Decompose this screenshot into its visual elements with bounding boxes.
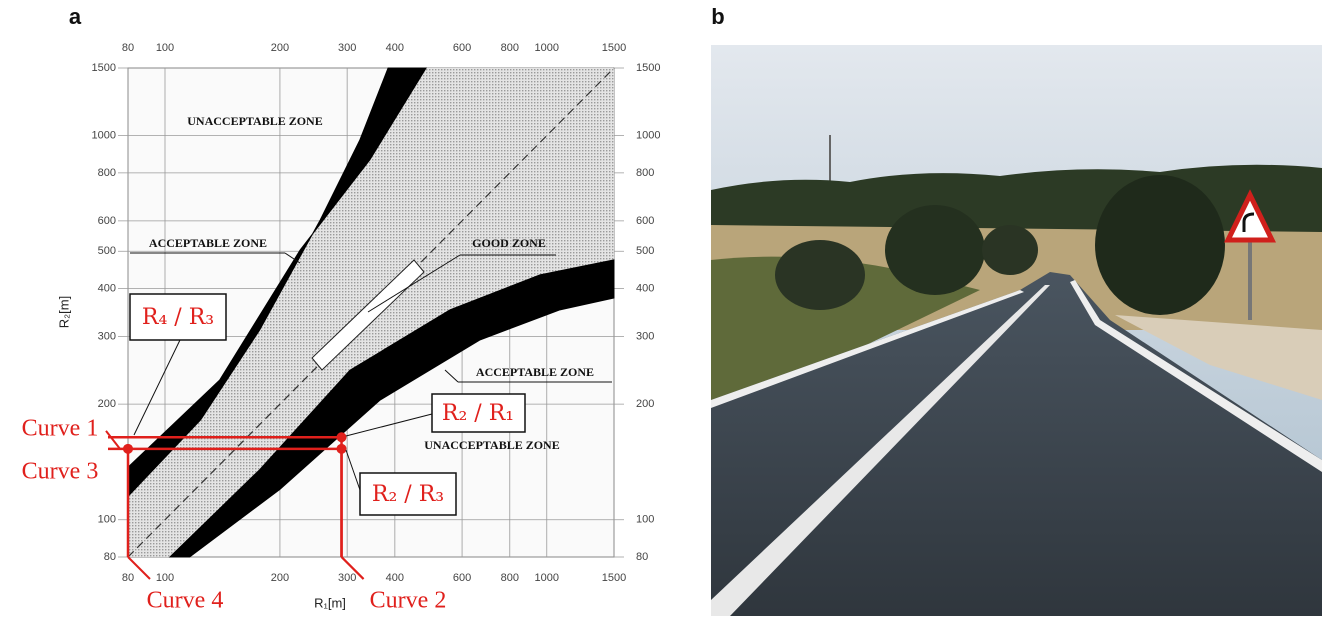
- y-tick-label: 300: [98, 330, 116, 342]
- curve-label: Curve 2: [370, 588, 447, 614]
- curve-label: Curve 3: [22, 459, 99, 485]
- tree: [885, 205, 985, 295]
- y-tick-label: 80: [104, 551, 116, 563]
- y-tick-label: 100: [98, 514, 116, 526]
- x-tick-label: 800: [501, 42, 519, 54]
- ratio-label: R₂ / R₁: [442, 401, 514, 426]
- y-tick-label: 100: [636, 514, 654, 526]
- x-tick-label: 300: [338, 42, 356, 54]
- zone-label: ACCEPTABLE ZONE: [476, 365, 594, 379]
- x-tick-label: 1500: [602, 572, 626, 584]
- x-tick-label: 800: [501, 572, 519, 584]
- x-axis-label: R₁[m]: [314, 595, 346, 610]
- x-tick-label: 200: [271, 572, 289, 584]
- x-tick-label: 100: [156, 42, 174, 54]
- curve-label: Curve 4: [147, 588, 224, 614]
- panel-label: a: [69, 4, 82, 29]
- x-tick-label: 1000: [535, 572, 559, 584]
- road-photo: b: [711, 4, 1322, 616]
- tree: [982, 225, 1038, 275]
- curve-point: [337, 444, 347, 454]
- y-tick-label: 800: [636, 167, 654, 179]
- curve-label: Curve 1: [22, 416, 99, 442]
- y-tick-label: 500: [636, 245, 654, 257]
- x-tick-label: 600: [453, 42, 471, 54]
- guide-line: [106, 431, 120, 449]
- zone-label: ACCEPTABLE ZONE: [149, 236, 267, 250]
- y-tick-label: 800: [98, 167, 116, 179]
- tree: [775, 240, 865, 310]
- y-tick-label: 1000: [92, 130, 116, 142]
- y-tick-label: 200: [636, 398, 654, 410]
- x-tick-label: 600: [453, 572, 471, 584]
- y-tick-label: 600: [98, 215, 116, 227]
- x-tick-label: 300: [338, 572, 356, 584]
- curve-point: [337, 432, 347, 442]
- y-tick-label: 80: [636, 551, 648, 563]
- x-tick-label: 100: [156, 572, 174, 584]
- zone-label: UNACCEPTABLE ZONE: [424, 438, 559, 452]
- curve-point: [123, 444, 133, 454]
- y-axis-label: R₂[m]: [56, 296, 71, 329]
- y-tick-label: 500: [98, 245, 116, 257]
- tree: [1095, 175, 1225, 315]
- chart-panel: a 80 80 100 100 200 200 300 300 400 400 600 600 800 8…: [22, 4, 661, 614]
- x-tick-label: 1000: [535, 42, 559, 54]
- ratio-label: R₄ / R₃: [142, 305, 214, 330]
- figure: a 80 80 100 100 200 200 300 300 400 400 600 600 800 8…: [0, 0, 1322, 616]
- y-tick-label: 1000: [636, 130, 660, 142]
- y-tick-label: 600: [636, 215, 654, 227]
- page: { "panel_a_label": "a", "panel_b_label":…: [0, 0, 1322, 616]
- y-tick-label: 400: [98, 282, 116, 294]
- x-tick-label: 400: [386, 42, 404, 54]
- ratio-label: R₂ / R₃: [372, 482, 444, 507]
- x-tick-label: 80: [122, 42, 134, 54]
- y-tick-label: 1500: [92, 62, 116, 74]
- x-tick-label: 1500: [602, 42, 626, 54]
- x-tick-label: 200: [271, 42, 289, 54]
- y-tick-label: 300: [636, 330, 654, 342]
- y-tick-label: 200: [98, 398, 116, 410]
- zone-label: UNACCEPTABLE ZONE: [187, 114, 322, 128]
- x-tick-label: 80: [122, 572, 134, 584]
- zone-label: GOOD ZONE: [472, 236, 546, 250]
- y-tick-label: 1500: [636, 62, 660, 74]
- panel-label: b: [711, 4, 724, 29]
- x-tick-label: 400: [386, 572, 404, 584]
- y-tick-label: 400: [636, 282, 654, 294]
